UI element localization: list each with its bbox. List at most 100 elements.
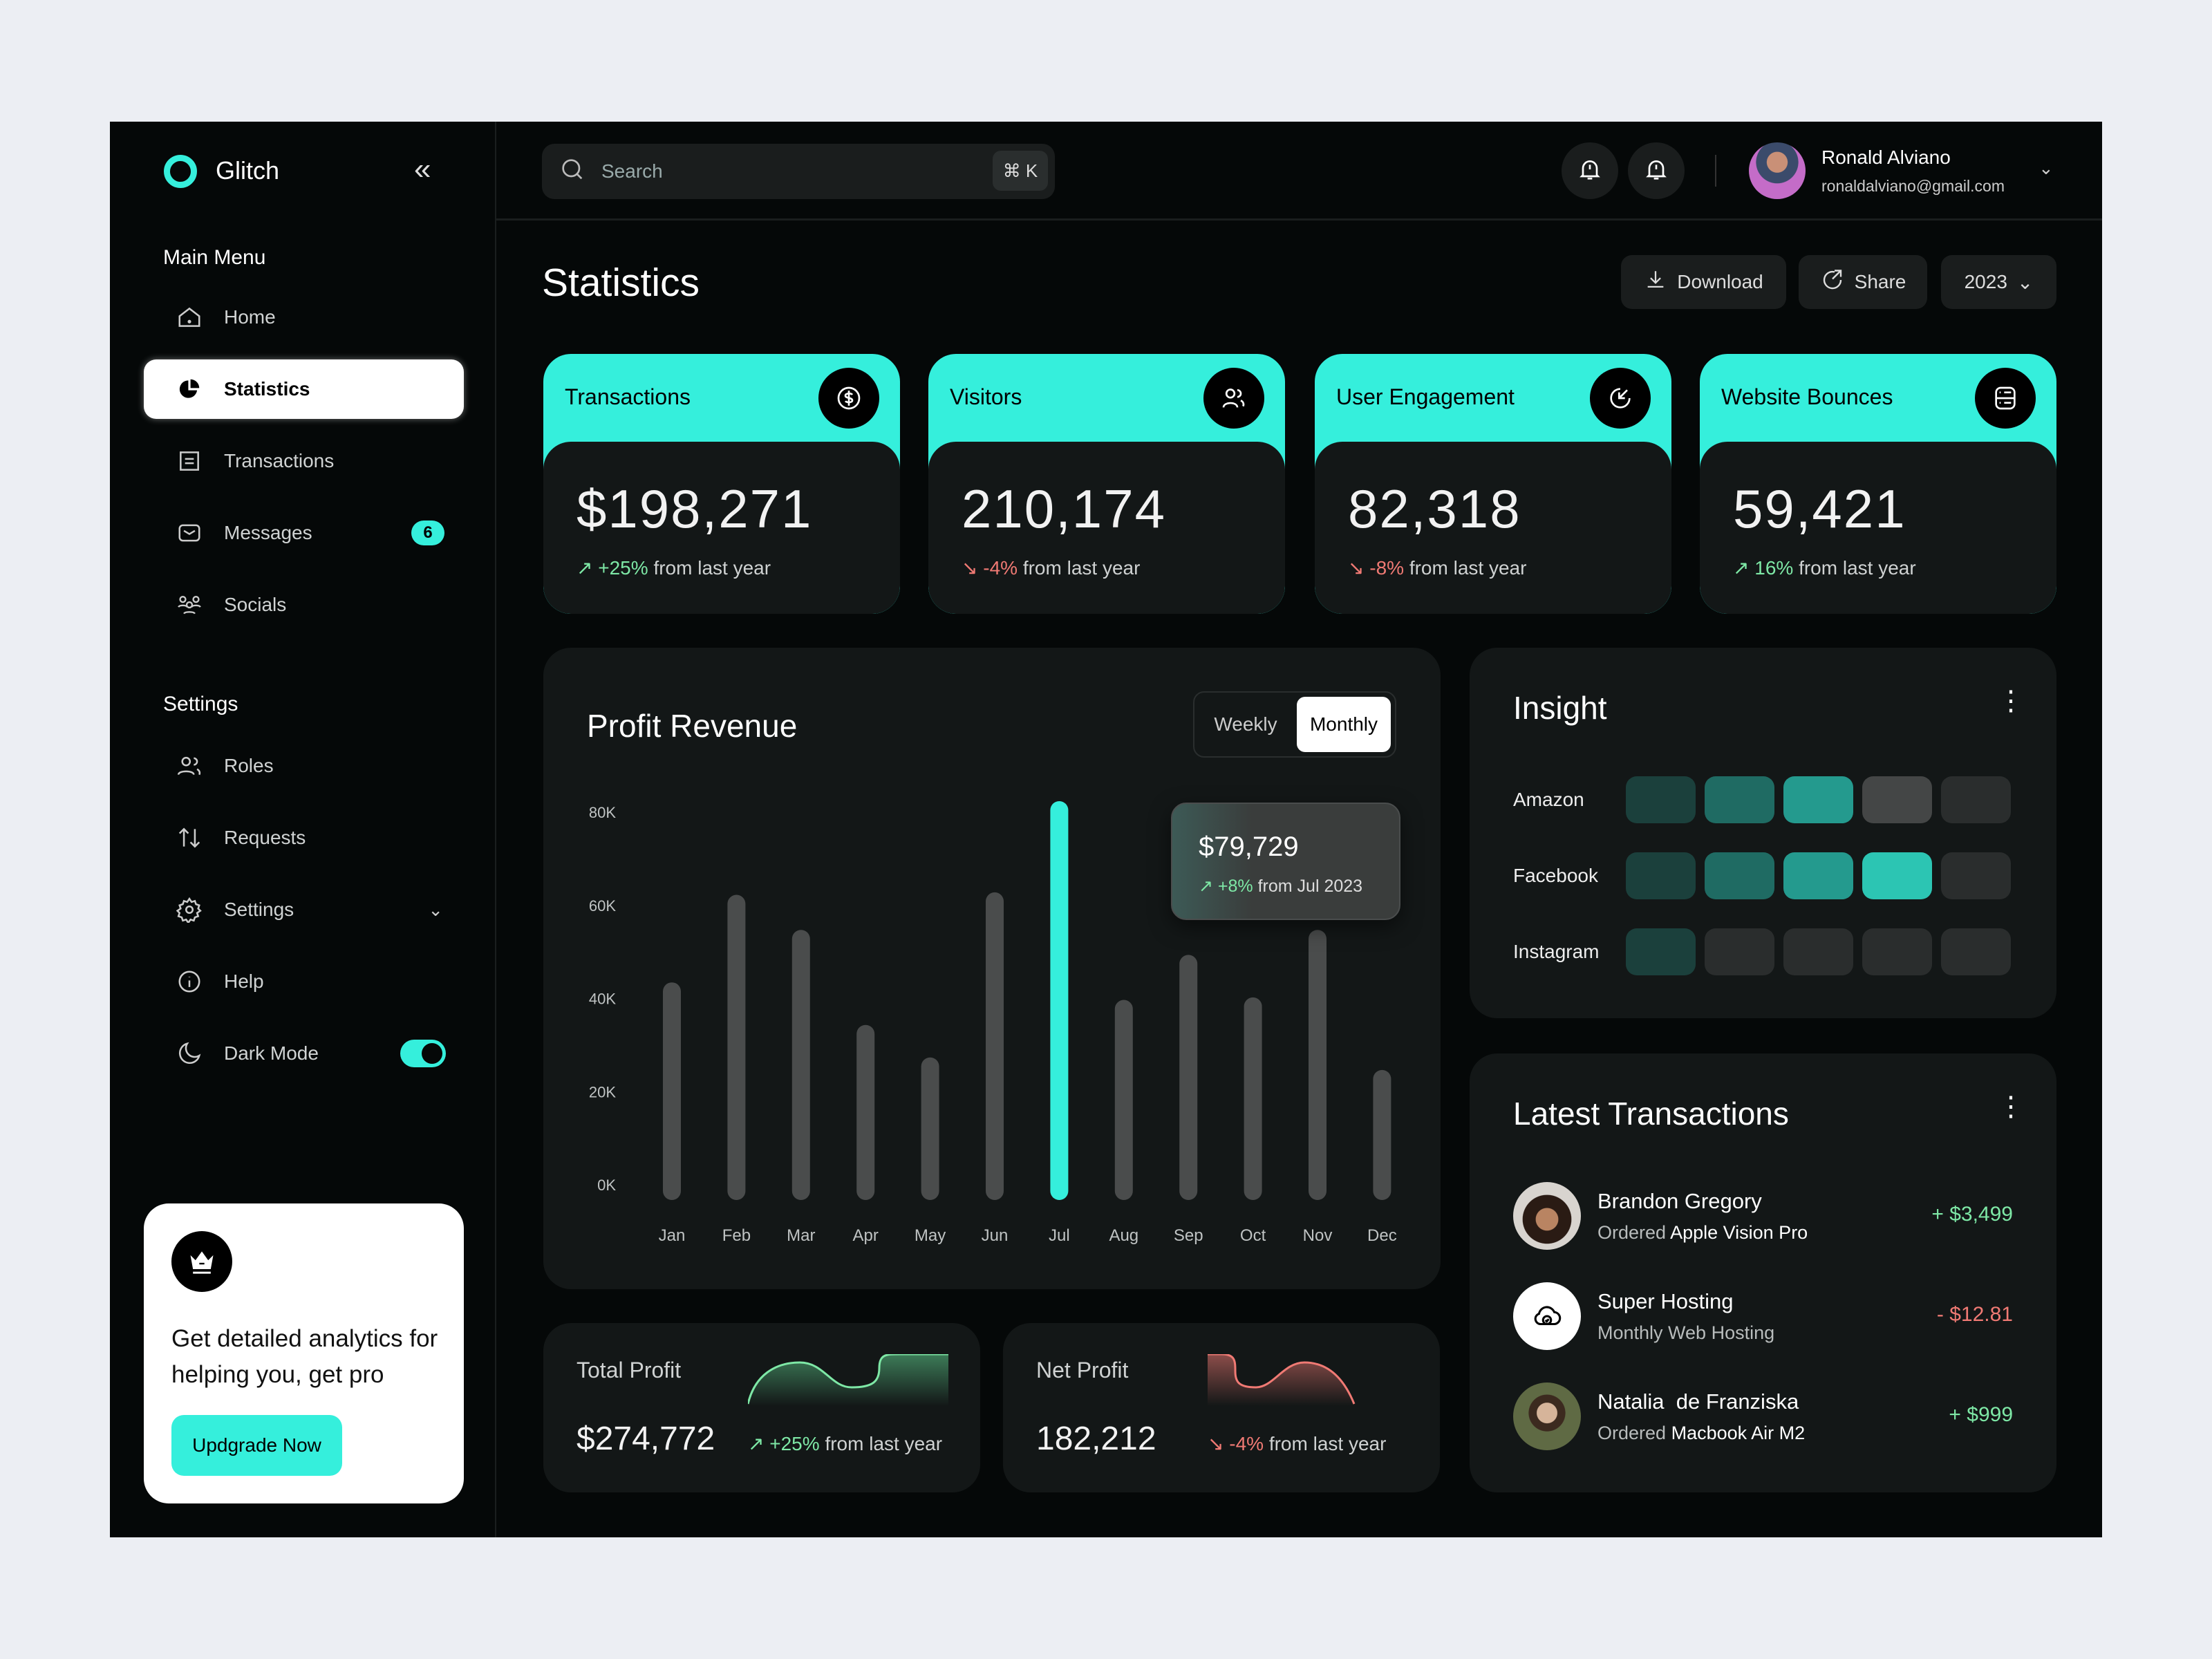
transaction-row[interactable]: Brandon Gregory Ordered Apple Vision Pro…: [1513, 1182, 2013, 1251]
insight-cell: [1705, 852, 1774, 899]
x-tick-label: Feb: [722, 1226, 751, 1245]
bar-jul[interactable]: [1050, 801, 1069, 1200]
x-tick-label: Apr: [853, 1226, 879, 1245]
stat-card-website-bounces: Website Bounces 59,421 ↗ 16% from last y…: [1700, 354, 2056, 614]
bar-mar[interactable]: [791, 930, 810, 1200]
dark-mode-toggle[interactable]: [400, 1040, 446, 1067]
sidebar-item-label: Settings: [224, 899, 294, 920]
trend-up-icon: ↗: [1733, 557, 1750, 579]
transaction-description: Monthly Web Hosting: [1597, 1322, 1775, 1343]
transaction-amount: + $999: [1949, 1403, 2013, 1426]
sidebar-item-roles[interactable]: Roles: [144, 736, 464, 796]
sidebar-item-statistics[interactable]: Statistics: [144, 359, 464, 419]
trend-up-icon: ↗: [577, 557, 593, 579]
chevron-down-icon[interactable]: ⌄: [2038, 158, 2054, 178]
card-label: Total Profit: [577, 1358, 682, 1382]
year-select[interactable]: 2023 ⌄: [1941, 255, 2056, 309]
alerts-button[interactable]: [1628, 142, 1685, 199]
net-profit-sparkline: [1208, 1354, 1356, 1406]
x-tick-label: Nov: [1303, 1226, 1333, 1245]
page-title: Statistics: [542, 261, 700, 305]
card-title: Latest Transactions: [1513, 1096, 1789, 1132]
bar-apr[interactable]: [856, 1024, 875, 1200]
net-profit-card: Net Profit 182,212 ↘ -4% from last year: [1003, 1323, 1440, 1492]
chevron-down-icon[interactable]: ⌄: [428, 899, 443, 920]
transaction-amount: + $3,499: [1931, 1203, 2013, 1226]
stat-label: Visitors: [950, 384, 1022, 409]
period-toggle: Weekly Monthly: [1193, 691, 1396, 758]
sidebar-item-settings[interactable]: Settings ⌄: [144, 880, 464, 939]
trend-up-icon: ↗: [1199, 877, 1213, 896]
bar-oct[interactable]: [1244, 997, 1262, 1200]
insight-cell: [1626, 852, 1696, 899]
sidebar-item-transactions[interactable]: Transactions: [144, 431, 464, 491]
transaction-row[interactable]: Natalia de Franziska Ordered Macbook Air…: [1513, 1382, 2013, 1452]
stat-change: ↘ -4% from last year: [962, 557, 1141, 579]
card-change: ↗ +25% from last year: [748, 1433, 943, 1454]
transaction-name: Brandon Gregory: [1597, 1189, 1762, 1213]
card-value: 182,212: [1036, 1421, 1156, 1457]
year-value: 2023: [1964, 271, 2007, 292]
users-icon: [176, 752, 203, 780]
bar-dec[interactable]: [1373, 1069, 1391, 1200]
sidebar-item-help[interactable]: Help: [144, 952, 464, 1011]
transaction-description: Ordered Apple Vision Pro: [1597, 1222, 1808, 1243]
sidebar-item-label: Requests: [224, 827, 306, 848]
sidebar-item-requests[interactable]: Requests: [144, 808, 464, 868]
insight-cell: [1783, 928, 1853, 975]
stat-card-user-engagement: User Engagement 82,318 ↘ -8% from last y…: [1315, 354, 1671, 614]
insight-row: Amazon: [1513, 776, 2020, 823]
pie-chart-icon: [176, 375, 203, 403]
tab-weekly[interactable]: Weekly: [1214, 713, 1277, 735]
stat-value: 82,318: [1348, 478, 1521, 539]
sidebar-item-socials[interactable]: Socials: [144, 575, 464, 635]
sidebar-item-home[interactable]: Home: [144, 288, 464, 347]
bar-sep[interactable]: [1179, 955, 1198, 1200]
gear-icon: [176, 896, 203, 924]
share-button[interactable]: Share: [1799, 255, 1927, 309]
tooltip-change: ↗ +8% from Jul 2023: [1199, 877, 1363, 896]
user-avatar[interactable]: [1749, 142, 1806, 199]
bar-nov[interactable]: [1309, 930, 1327, 1200]
more-options-icon[interactable]: ⋮: [1997, 686, 2025, 716]
insight-cell: [1862, 852, 1932, 899]
bar-feb[interactable]: [727, 894, 746, 1200]
collapse-sidebar-icon[interactable]: «: [414, 152, 431, 186]
y-tick-label: 20K: [589, 1083, 616, 1100]
download-button[interactable]: Download: [1621, 255, 1786, 309]
sidebar-item-label: Statistics: [224, 378, 310, 400]
upgrade-now-button[interactable]: Updgrade Now: [171, 1415, 342, 1476]
sidebar-item-dark-mode: Dark Mode: [144, 1024, 464, 1083]
insight-cell: [1783, 852, 1853, 899]
share-label: Share: [1854, 271, 1906, 292]
sidebar-item-label: Roles: [224, 755, 274, 776]
tab-monthly[interactable]: Monthly: [1297, 697, 1391, 752]
x-tick-label: May: [915, 1226, 946, 1245]
insight-cell: [1783, 776, 1853, 823]
chevron-down-icon: ⌄: [2016, 271, 2034, 293]
transaction-row[interactable]: Super Hosting Monthly Web Hosting - $12.…: [1513, 1282, 2013, 1351]
y-tick-label: 0K: [597, 1177, 616, 1194]
bar-jun[interactable]: [986, 892, 1004, 1200]
insight-cell: [1626, 928, 1696, 975]
sidebar-item-messages[interactable]: Messages 6: [144, 503, 464, 563]
promo-text: Get detailed analytics for helping you, …: [171, 1325, 438, 1388]
header-divider: [496, 218, 2102, 221]
more-options-icon[interactable]: ⋮: [1997, 1091, 2025, 1122]
cloud-hosting-icon: [1513, 1282, 1581, 1350]
community-icon: [176, 591, 203, 619]
upgrade-promo-card: Get detailed analytics for helping you, …: [144, 1203, 464, 1503]
card-title: Profit Revenue: [587, 708, 798, 744]
bar-jan[interactable]: [663, 982, 681, 1200]
chart-tooltip: $79,729 ↗ +8% from Jul 2023: [1171, 803, 1400, 920]
notification-button[interactable]: [1562, 142, 1618, 199]
messages-badge: 6: [411, 521, 444, 545]
insight-cell: [1705, 776, 1774, 823]
sidebar-item-label: Dark Mode: [224, 1042, 319, 1064]
bar-may[interactable]: [921, 1057, 939, 1200]
avatar: [1513, 1182, 1581, 1250]
stat-body: 210,174 ↘ -4% from last year: [928, 442, 1285, 614]
download-icon: [1644, 268, 1667, 297]
bar-aug[interactable]: [1114, 1000, 1133, 1200]
search-input[interactable]: Search ⌘ K: [542, 144, 1055, 199]
